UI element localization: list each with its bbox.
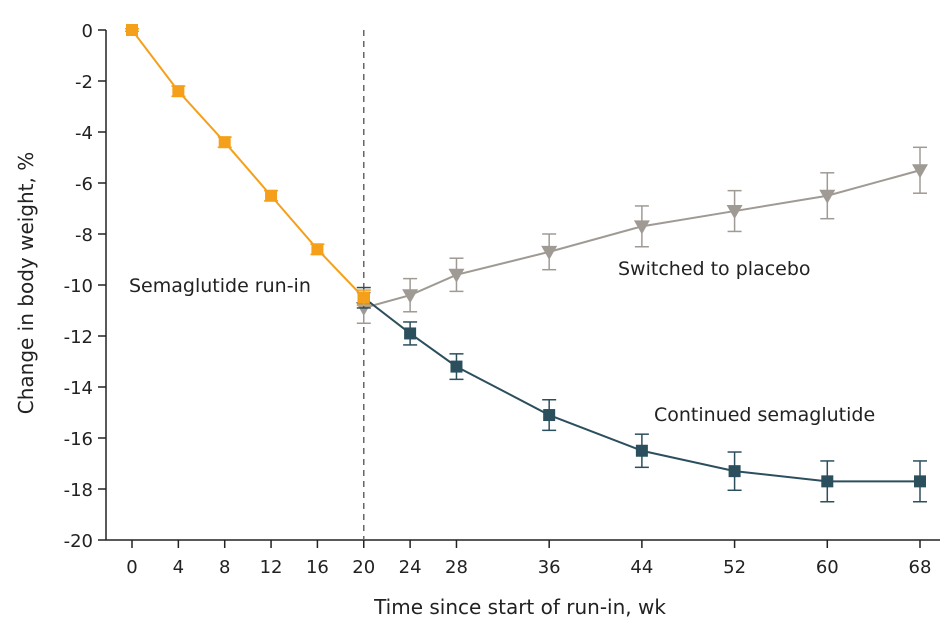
x-tick-label: 24 bbox=[399, 557, 422, 578]
axes: 0 -2 -4 -6 -8 -10 -12 -14 -16 -18 -20 0 4 8 12 16 20 24 28… bbox=[64, 21, 940, 578]
x-tick-label: 12 bbox=[260, 557, 283, 578]
y-tick-label: -14 bbox=[64, 378, 93, 399]
y-tick-label: -16 bbox=[64, 429, 93, 450]
y-tick-label: -20 bbox=[64, 531, 93, 552]
data-point bbox=[821, 475, 834, 488]
data-point bbox=[218, 136, 231, 149]
x-axis-title: Time since start of run-in, wk bbox=[373, 595, 666, 619]
data-point bbox=[357, 291, 370, 304]
x-tick-label: 0 bbox=[126, 557, 137, 578]
data-point bbox=[126, 24, 138, 36]
y-tick-label: -2 bbox=[75, 72, 93, 93]
x-tick-label: 8 bbox=[219, 557, 230, 578]
x-tick-label: 36 bbox=[538, 557, 561, 578]
data-point bbox=[402, 289, 419, 304]
x-tick-label: 20 bbox=[352, 557, 375, 578]
data-point bbox=[726, 205, 743, 220]
series-continued-semaglutide bbox=[356, 286, 927, 503]
x-tick-label: 44 bbox=[630, 557, 653, 578]
data-point bbox=[404, 327, 417, 340]
series-group bbox=[125, 24, 928, 503]
data-point bbox=[633, 220, 650, 235]
y-axis-title: Change in body weight, % bbox=[14, 152, 38, 415]
y-tick-label: -8 bbox=[75, 225, 93, 246]
annotation-continued-semaglutide: Continued semaglutide bbox=[654, 404, 875, 426]
y-tick-label: -4 bbox=[75, 123, 93, 144]
x-tick-label: 60 bbox=[816, 557, 839, 578]
annotation-switched-to-placebo: Switched to placebo bbox=[618, 258, 811, 280]
data-point bbox=[819, 189, 836, 204]
x-tick-label: 16 bbox=[306, 557, 329, 578]
series-semaglutide-run-in bbox=[125, 24, 371, 307]
x-tick-label: 4 bbox=[173, 557, 184, 578]
series-line bbox=[363, 296, 920, 483]
data-point bbox=[635, 444, 648, 457]
data-point bbox=[912, 164, 928, 179]
data-point bbox=[450, 360, 463, 373]
data-point bbox=[541, 245, 558, 260]
y-tick-label: -12 bbox=[64, 327, 93, 348]
y-tick-label: 0 bbox=[82, 21, 93, 42]
y-tick-label: -18 bbox=[64, 480, 93, 501]
y-tick-label: -10 bbox=[64, 276, 93, 297]
data-point bbox=[914, 475, 926, 488]
data-point bbox=[543, 409, 556, 422]
series-line bbox=[363, 169, 921, 309]
series-switched-to-placebo bbox=[355, 146, 928, 324]
data-point bbox=[265, 189, 278, 202]
data-point bbox=[311, 243, 324, 256]
series-line bbox=[131, 29, 365, 299]
data-point bbox=[728, 465, 741, 478]
data-point bbox=[172, 85, 185, 98]
y-tick-label: -6 bbox=[75, 174, 93, 195]
annotation-semaglutide-run-in: Semaglutide run-in bbox=[129, 275, 311, 297]
x-tick-label: 28 bbox=[445, 557, 468, 578]
data-point bbox=[448, 268, 465, 283]
x-tick-label: 52 bbox=[723, 557, 746, 578]
x-tick-label: 68 bbox=[909, 557, 932, 578]
